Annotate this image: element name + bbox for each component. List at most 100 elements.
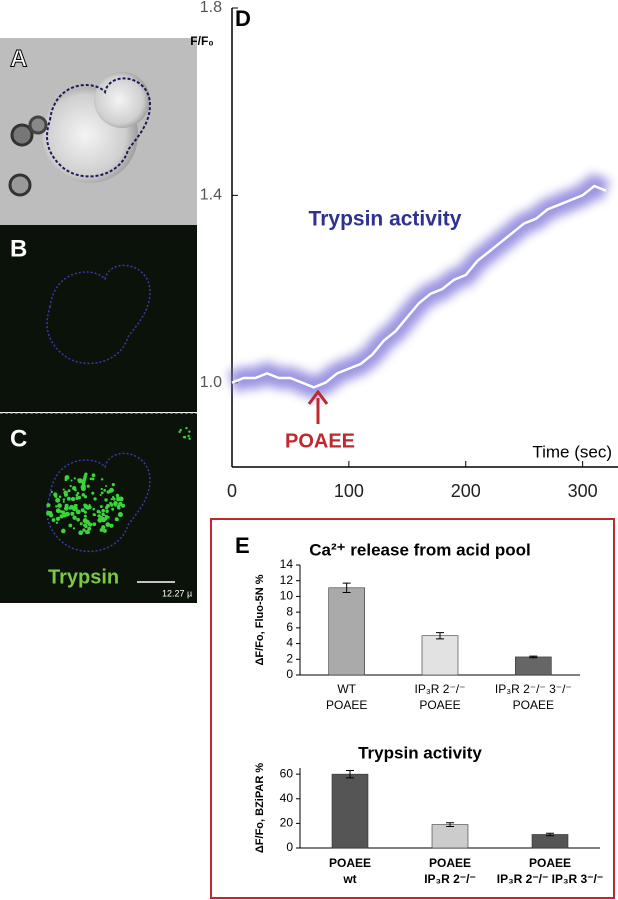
dot <box>97 514 101 518</box>
dot <box>62 488 65 491</box>
dot <box>68 523 73 528</box>
dot <box>114 504 117 507</box>
dot <box>58 495 62 499</box>
dot <box>61 528 66 534</box>
y-tick-label: 60 <box>280 766 294 780</box>
x-tick-label: POAEE <box>513 698 554 712</box>
bar <box>328 587 365 676</box>
dot <box>85 530 90 535</box>
dot <box>117 512 123 518</box>
error-bar <box>546 832 554 837</box>
dot <box>81 493 86 497</box>
y-tick-label: 20 <box>280 816 294 830</box>
y-tick-label: 0 <box>286 840 293 854</box>
y-axis-label: F/F₀ <box>190 34 213 48</box>
y-tick-label: 0 <box>286 667 293 681</box>
dot <box>103 513 106 517</box>
dot <box>84 472 88 476</box>
dot <box>93 497 97 501</box>
dot <box>188 430 191 433</box>
dot <box>55 516 61 521</box>
dot <box>178 430 181 434</box>
dot <box>62 512 67 518</box>
dot <box>105 522 111 527</box>
dot <box>120 503 125 508</box>
dot <box>99 528 104 532</box>
dot <box>100 491 104 495</box>
dot <box>83 510 87 514</box>
dot <box>110 498 113 501</box>
dot <box>97 517 103 523</box>
dot <box>100 478 104 481</box>
dot <box>76 491 80 495</box>
dot <box>70 479 73 482</box>
bar <box>531 834 569 849</box>
x-tick-label: IP₃R 2⁻/⁻ <box>424 872 476 886</box>
dot <box>114 502 118 505</box>
line <box>231 184 607 389</box>
dot <box>73 477 76 480</box>
y-tick-label: 1.4 <box>200 187 222 204</box>
x-tick-label: 0 <box>227 481 237 501</box>
x-tick-label: 200 <box>451 481 481 501</box>
dot <box>89 477 93 481</box>
y-tick-label: 6 <box>286 620 293 634</box>
dot <box>111 507 115 511</box>
dot <box>55 497 61 503</box>
dot <box>78 530 84 536</box>
dot <box>92 513 96 517</box>
dot <box>92 522 97 527</box>
annotation: POAEE <box>285 430 355 452</box>
dot <box>105 509 109 513</box>
dot <box>109 487 114 493</box>
bar <box>421 635 459 676</box>
dot <box>179 428 182 432</box>
y-tick-label: 1.0 <box>200 374 222 391</box>
dot <box>72 527 76 530</box>
dot <box>87 523 91 526</box>
dot <box>103 489 107 492</box>
dot <box>76 517 80 522</box>
dot <box>72 485 77 491</box>
dot <box>86 484 90 488</box>
x-tick-label: wt <box>342 872 356 886</box>
chart-title: Trypsin activity <box>358 743 482 762</box>
dot <box>63 506 69 511</box>
dot <box>104 498 108 502</box>
error-bar <box>529 655 538 659</box>
dot <box>55 521 59 524</box>
dot <box>72 515 77 520</box>
dot <box>57 503 62 508</box>
dot <box>49 511 52 514</box>
dot <box>70 496 76 502</box>
dot <box>92 507 96 511</box>
dot <box>117 506 121 510</box>
bar <box>331 773 369 849</box>
panel-label: C <box>10 425 27 452</box>
dot <box>100 487 103 491</box>
y-tick-label: 10 <box>280 589 294 603</box>
y-tick-label: 1.8 <box>200 0 222 16</box>
dot <box>75 493 79 497</box>
dot <box>53 492 58 497</box>
panel-e-frame <box>210 518 615 899</box>
panel-label: D <box>235 6 251 31</box>
bar <box>431 824 469 849</box>
dot <box>115 493 120 498</box>
dot <box>67 489 71 493</box>
panel-label: E <box>235 533 250 558</box>
dot <box>98 511 102 514</box>
x-tick-label: IP₃R 2⁻/⁻ IP₃R 3⁻/⁻ <box>497 872 603 886</box>
cell-outline <box>46 77 152 178</box>
dot <box>111 495 115 499</box>
dot <box>80 508 84 511</box>
panel-a: A <box>0 38 197 225</box>
y-tick-label: 14 <box>280 557 294 571</box>
bar <box>515 656 552 676</box>
x-axis-label: Time (sec) <box>532 442 612 461</box>
x-tick-label: POAEE <box>429 856 471 870</box>
dot <box>66 496 71 501</box>
x-tick-label: IP₃R 2⁻/⁻ <box>415 682 466 696</box>
